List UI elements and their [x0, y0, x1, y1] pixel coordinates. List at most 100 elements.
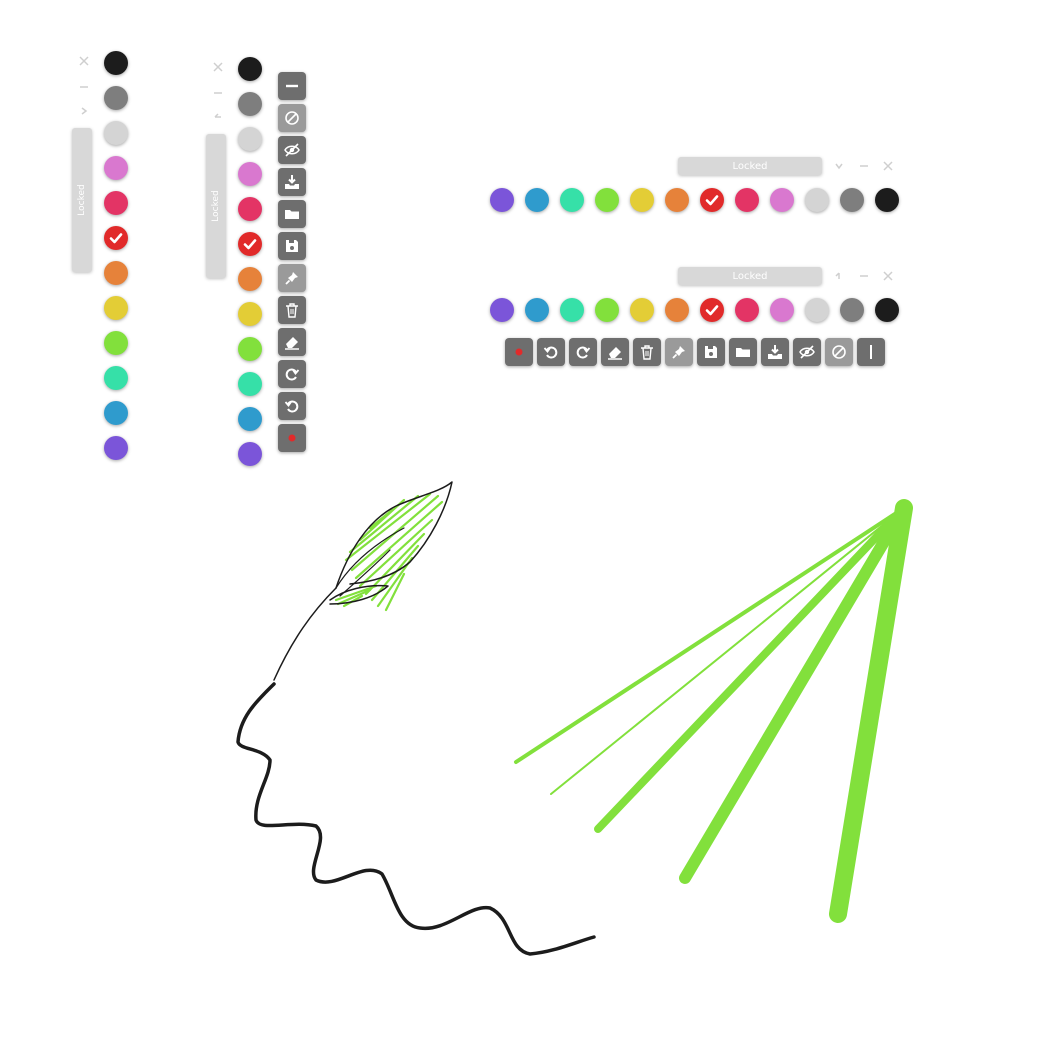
undo-button[interactable] — [537, 338, 565, 366]
color-swatch-yellow[interactable] — [104, 296, 128, 320]
color-swatch-pink[interactable] — [104, 191, 128, 215]
color-swatch-light-gray[interactable] — [238, 127, 262, 151]
undo-button[interactable] — [278, 392, 306, 420]
color-swatch-blue[interactable] — [104, 401, 128, 425]
locked-bar[interactable]: Locked — [678, 157, 822, 175]
color-swatch-black[interactable] — [238, 57, 262, 81]
color-swatch-blue[interactable] — [238, 407, 262, 431]
color-swatch-gray[interactable] — [840, 188, 864, 212]
color-swatch-pink[interactable] — [735, 298, 759, 322]
folder-button[interactable] — [729, 338, 757, 366]
color-swatch-yellow[interactable] — [630, 298, 654, 322]
color-swatch-teal[interactable] — [560, 298, 584, 322]
close-icon[interactable] — [211, 60, 225, 74]
trash-button[interactable] — [278, 296, 306, 324]
color-swatch-pink[interactable] — [735, 188, 759, 212]
color-swatch-gray[interactable] — [104, 86, 128, 110]
disable-button[interactable] — [278, 104, 306, 132]
minimize-icon[interactable] — [857, 269, 871, 283]
color-swatch-gray[interactable] — [238, 92, 262, 116]
color-swatch-red[interactable] — [104, 226, 128, 250]
eraser-icon — [285, 337, 299, 350]
ink-sketch — [236, 481, 596, 956]
save-button[interactable] — [697, 338, 725, 366]
folder-button[interactable] — [278, 200, 306, 228]
redo-button[interactable] — [278, 360, 306, 388]
color-swatch-green[interactable] — [595, 188, 619, 212]
eraser-button[interactable] — [601, 338, 629, 366]
color-swatch-purple[interactable] — [238, 442, 262, 466]
color-swatch-red[interactable] — [700, 188, 724, 212]
trash-button[interactable] — [633, 338, 661, 366]
color-swatch-violet[interactable] — [238, 162, 262, 186]
record-button[interactable] — [505, 338, 533, 366]
collapse-chevron-icon[interactable] — [77, 104, 91, 118]
collapse-chevron-icon[interactable] — [832, 159, 846, 173]
color-swatch-purple[interactable] — [104, 436, 128, 460]
eraser-button[interactable] — [278, 328, 306, 356]
import-button[interactable] — [278, 168, 306, 196]
color-swatch-black[interactable] — [104, 51, 128, 75]
minimize-icon[interactable] — [211, 86, 225, 100]
hide-button[interactable] — [278, 136, 306, 164]
color-swatch-light-gray[interactable] — [104, 121, 128, 145]
hide-icon — [284, 143, 300, 157]
color-swatch-red[interactable] — [238, 232, 262, 256]
color-swatch-gray[interactable] — [840, 298, 864, 322]
collapse-arrow-icon[interactable] — [211, 110, 225, 124]
disable-button[interactable] — [825, 338, 853, 366]
color-swatch-violet[interactable] — [770, 188, 794, 212]
color-swatch-teal[interactable] — [560, 188, 584, 212]
color-swatch-teal[interactable] — [104, 366, 128, 390]
import-button[interactable] — [761, 338, 789, 366]
redo-button[interactable] — [569, 338, 597, 366]
color-swatch-green[interactable] — [104, 331, 128, 355]
color-swatch-pink[interactable] — [238, 197, 262, 221]
color-swatch-light-gray[interactable] — [805, 188, 829, 212]
color-swatch-blue[interactable] — [525, 298, 549, 322]
close-icon[interactable] — [77, 54, 91, 68]
color-swatch-orange[interactable] — [104, 261, 128, 285]
hide-button[interactable] — [793, 338, 821, 366]
vertical-palette-2: Locked — [204, 54, 314, 474]
locked-bar[interactable]: Locked — [678, 267, 822, 285]
color-swatch-orange[interactable] — [665, 298, 689, 322]
minimize-icon[interactable] — [857, 159, 871, 173]
save-button[interactable] — [278, 232, 306, 260]
color-swatch-green[interactable] — [238, 337, 262, 361]
color-swatch-light-gray[interactable] — [805, 298, 829, 322]
hide-icon — [799, 345, 815, 359]
collapse-arrow-icon[interactable] — [832, 269, 846, 283]
pin-button[interactable] — [665, 338, 693, 366]
locked-bar[interactable]: Locked — [206, 134, 226, 278]
folder-icon — [285, 210, 299, 219]
color-swatch-purple[interactable] — [490, 188, 514, 212]
green-ray-strokes — [514, 499, 913, 923]
locked-bar[interactable]: Locked — [72, 128, 92, 272]
line-width-button[interactable] — [278, 72, 306, 100]
color-swatch-black[interactable] — [875, 298, 899, 322]
color-swatch-blue[interactable] — [525, 188, 549, 212]
color-swatch-orange[interactable] — [238, 267, 262, 291]
import-icon — [285, 175, 299, 189]
color-swatch-teal[interactable] — [238, 372, 262, 396]
color-swatch-red[interactable] — [700, 298, 724, 322]
ray-stroke — [679, 502, 910, 884]
color-swatch-yellow[interactable] — [238, 302, 262, 326]
color-swatch-purple[interactable] — [490, 298, 514, 322]
color-swatch-violet[interactable] — [770, 298, 794, 322]
record-button[interactable] — [278, 424, 306, 452]
color-swatch-violet[interactable] — [104, 156, 128, 180]
color-swatch-yellow[interactable] — [630, 188, 654, 212]
pin-button[interactable] — [278, 264, 306, 292]
close-icon[interactable] — [881, 269, 895, 283]
line-width-button[interactable] — [857, 338, 885, 366]
minimize-icon[interactable] — [77, 80, 91, 94]
close-icon[interactable] — [881, 159, 895, 173]
color-swatch-black[interactable] — [875, 188, 899, 212]
eraser-icon — [608, 347, 622, 360]
color-swatch-orange[interactable] — [665, 188, 689, 212]
checkmark-icon — [109, 233, 123, 244]
color-swatch-green[interactable] — [595, 298, 619, 322]
